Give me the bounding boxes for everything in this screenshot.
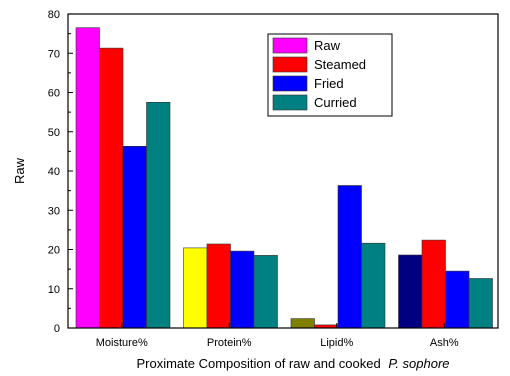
bar-protein-raw bbox=[183, 247, 208, 329]
bar-ash-steamed bbox=[421, 239, 446, 329]
bar-ash-fried bbox=[445, 270, 470, 329]
ticks-group: 0 10 20 30 40 50 60 70 80 Moisture% Protein% Lipid%… bbox=[48, 9, 459, 349]
x-tick-label: Moisture% bbox=[96, 337, 148, 349]
legend-label-curried: Curried bbox=[314, 95, 357, 110]
legend-swatch-curried bbox=[272, 94, 308, 111]
y-tick-label: 0 bbox=[54, 323, 60, 335]
legend-label-fried: Fried bbox=[314, 76, 344, 91]
legend-label-steamed: Steamed bbox=[314, 57, 366, 72]
bar-ash-raw bbox=[398, 254, 423, 329]
bar-lipid-raw bbox=[290, 318, 315, 329]
bar-moisture-fried bbox=[122, 146, 147, 329]
y-tick-label: 70 bbox=[48, 48, 60, 60]
legend-swatch-raw bbox=[272, 37, 308, 54]
x-tick-label: Lipid% bbox=[320, 337, 353, 349]
bar-protein-curried bbox=[253, 255, 278, 329]
bar-protein-steamed bbox=[206, 243, 231, 329]
x-axis-title-main: Proximate Composition of raw and cooked bbox=[136, 356, 380, 371]
bar-moisture-steamed bbox=[99, 47, 124, 329]
legend-swatch-steamed bbox=[272, 56, 308, 73]
y-tick-label: 20 bbox=[48, 245, 60, 257]
legend-swatch-fried bbox=[272, 75, 308, 92]
y-tick-label: 30 bbox=[48, 205, 60, 217]
bar-lipid-curried bbox=[361, 242, 386, 329]
y-tick-label: 40 bbox=[48, 166, 60, 178]
bar-lipid-fried bbox=[337, 185, 362, 329]
bar-ash-curried bbox=[468, 278, 493, 329]
y-tick-label: 60 bbox=[48, 88, 60, 100]
x-axis-title-species: P. sophore bbox=[388, 356, 449, 371]
x-tick-label: Ash% bbox=[430, 337, 459, 349]
x-tick-label: Protein% bbox=[207, 337, 252, 349]
x-axis-title: Proximate Composition of raw and cooked … bbox=[136, 356, 449, 371]
y-tick-label: 10 bbox=[48, 284, 60, 296]
y-axis-title: Raw bbox=[12, 157, 27, 184]
y-tick-label: 80 bbox=[48, 9, 60, 21]
legend: Raw Steamed Fried Curried bbox=[267, 33, 393, 117]
bars-group bbox=[75, 27, 493, 329]
bar-moisture-raw bbox=[75, 27, 100, 329]
legend-label-raw: Raw bbox=[314, 38, 341, 53]
bar-protein-fried bbox=[230, 250, 255, 329]
bar-moisture-curried bbox=[146, 102, 171, 329]
y-tick-label: 50 bbox=[48, 127, 60, 139]
